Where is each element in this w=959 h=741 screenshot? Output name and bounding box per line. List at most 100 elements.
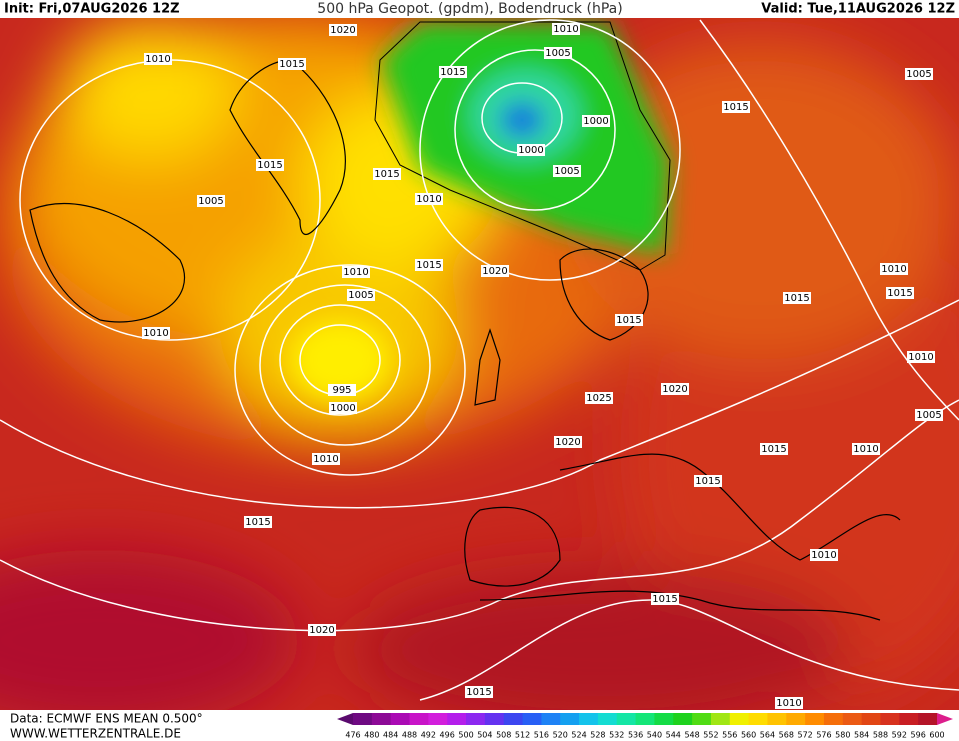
isobar-label: 1020 — [555, 437, 580, 448]
colorbar-label: 484 — [383, 731, 398, 740]
colorbar-segment — [428, 713, 448, 725]
isobar-label: 1015 — [440, 67, 465, 78]
colorbar-segment — [880, 713, 900, 725]
isobar-label-box — [465, 686, 493, 698]
colorbar-label: 492 — [421, 731, 436, 740]
isobar-label: 1005 — [906, 69, 931, 80]
isobar-label: 995 — [332, 385, 351, 396]
colorbar-label: 536 — [628, 731, 643, 740]
colorbar-label: 512 — [515, 731, 530, 740]
colorbar-segment — [560, 713, 580, 725]
colorbar-arrow-right — [937, 713, 953, 725]
isobar-label-box — [517, 144, 545, 156]
isobar-label-box — [142, 327, 170, 339]
isobar-label: 1010 — [143, 328, 168, 339]
data-source: Data: ECMWF ENS MEAN 0.500° — [10, 712, 203, 726]
isobar-label: 1010 — [313, 454, 338, 465]
colorbar-label: 476 — [345, 731, 360, 740]
colorbar-segment — [371, 713, 392, 725]
isobar-label: 1015 — [761, 444, 786, 455]
isobar-label-box — [775, 697, 803, 709]
isobar-label: 1005 — [916, 410, 941, 421]
isobar-label-box — [554, 436, 582, 448]
isobar-label: 1005 — [545, 48, 570, 59]
isobar-label: 1015 — [887, 288, 912, 299]
colorbar-segment — [654, 713, 674, 725]
isobar-label-box — [308, 624, 336, 636]
isobar-label: 1010 — [853, 444, 878, 455]
isobar-label: 1015 — [616, 315, 641, 326]
isobar-label-box — [256, 159, 284, 171]
colorbar-label: 560 — [741, 731, 756, 740]
isobar-label-box — [661, 383, 689, 395]
isobars — [0, 19, 959, 701]
isobar-label-box — [552, 23, 580, 35]
colorbar-segment — [729, 713, 750, 725]
isobar-label-box — [585, 392, 613, 404]
isobar-label: 1010 — [145, 54, 170, 65]
isobar-label-box — [694, 475, 722, 487]
isobar-label: 1020 — [330, 25, 355, 36]
isobar-label: 1015 — [652, 594, 677, 605]
coastlines — [29, 59, 901, 621]
isobar-label: 1010 — [416, 194, 441, 205]
colorbar-label: 592 — [892, 731, 907, 740]
isobar-label: 1015 — [374, 169, 399, 180]
isobar-label-box — [439, 66, 467, 78]
colorbar-segment — [484, 713, 505, 725]
isobar-label: 1010 — [811, 550, 836, 561]
isobar-label: 1015 — [279, 59, 304, 70]
isobar-label: 1015 — [695, 476, 720, 487]
isobar-label-box — [373, 168, 401, 180]
isobar-label-box — [197, 195, 225, 207]
colorbar-label: 540 — [647, 731, 662, 740]
isobar-label: 1015 — [784, 293, 809, 304]
isobar-label: 1005 — [198, 196, 223, 207]
isobar-label: 1020 — [482, 266, 507, 277]
map-area: 1020 1015 1010 1015 1010 1005 1000 1000 1005 1015… — [0, 18, 959, 710]
colorbar-segment — [842, 713, 863, 725]
isobar-label: 1000 — [518, 145, 543, 156]
colorbar-label: 548 — [684, 731, 699, 740]
isobar-label-box — [312, 453, 340, 465]
isobar-label: 1020 — [662, 384, 687, 395]
isobar-label: 1010 — [343, 267, 368, 278]
colorbar-segment — [390, 713, 411, 725]
colorbar-segment — [861, 713, 881, 725]
isobar-label-box — [329, 402, 357, 414]
colorbar-label: 580 — [835, 731, 850, 740]
isobar-label-box — [852, 443, 880, 455]
colorbar-segment — [522, 713, 542, 725]
colorbar-label: 528 — [590, 731, 605, 740]
colorbar-label: 532 — [609, 731, 624, 740]
isobar-label-box — [342, 266, 370, 278]
isobar-label-box — [328, 384, 356, 396]
colorbar-label: 504 — [477, 731, 492, 740]
isobar-label-box — [278, 58, 306, 70]
isobar-label: 1005 — [554, 166, 579, 177]
colorbar-label: 516 — [534, 731, 549, 740]
colorbar-segment — [767, 713, 787, 725]
isobar-label-box — [481, 265, 509, 277]
isobar-label-box — [347, 289, 375, 301]
isobar-label: 1025 — [586, 393, 611, 404]
isobar-label: 1000 — [330, 403, 355, 414]
colorbar-segment — [823, 713, 844, 725]
init-time: Init: Fri,07AUG2026 12Z — [4, 2, 180, 17]
colorbar-label: 524 — [571, 731, 586, 740]
colorbar-segment — [673, 713, 693, 725]
colorbar-segment — [786, 713, 806, 725]
isobar-label: 1015 — [245, 517, 270, 528]
isobar-label: 1010 — [881, 264, 906, 275]
colorbar-segment — [466, 713, 486, 725]
isobar-label-box — [886, 287, 914, 299]
isobar-label-box — [144, 53, 172, 65]
isobar-label-box — [880, 263, 908, 275]
colorbar-segment — [503, 713, 524, 725]
colorbar-label: 500 — [458, 731, 473, 740]
colorbar-segment — [579, 713, 599, 725]
colorbar-label: 508 — [496, 731, 511, 740]
map-title: 500 hPa Geopot. (gpdm), Bodendruck (hPa) — [317, 1, 622, 17]
isobar-label: 1015 — [416, 260, 441, 271]
